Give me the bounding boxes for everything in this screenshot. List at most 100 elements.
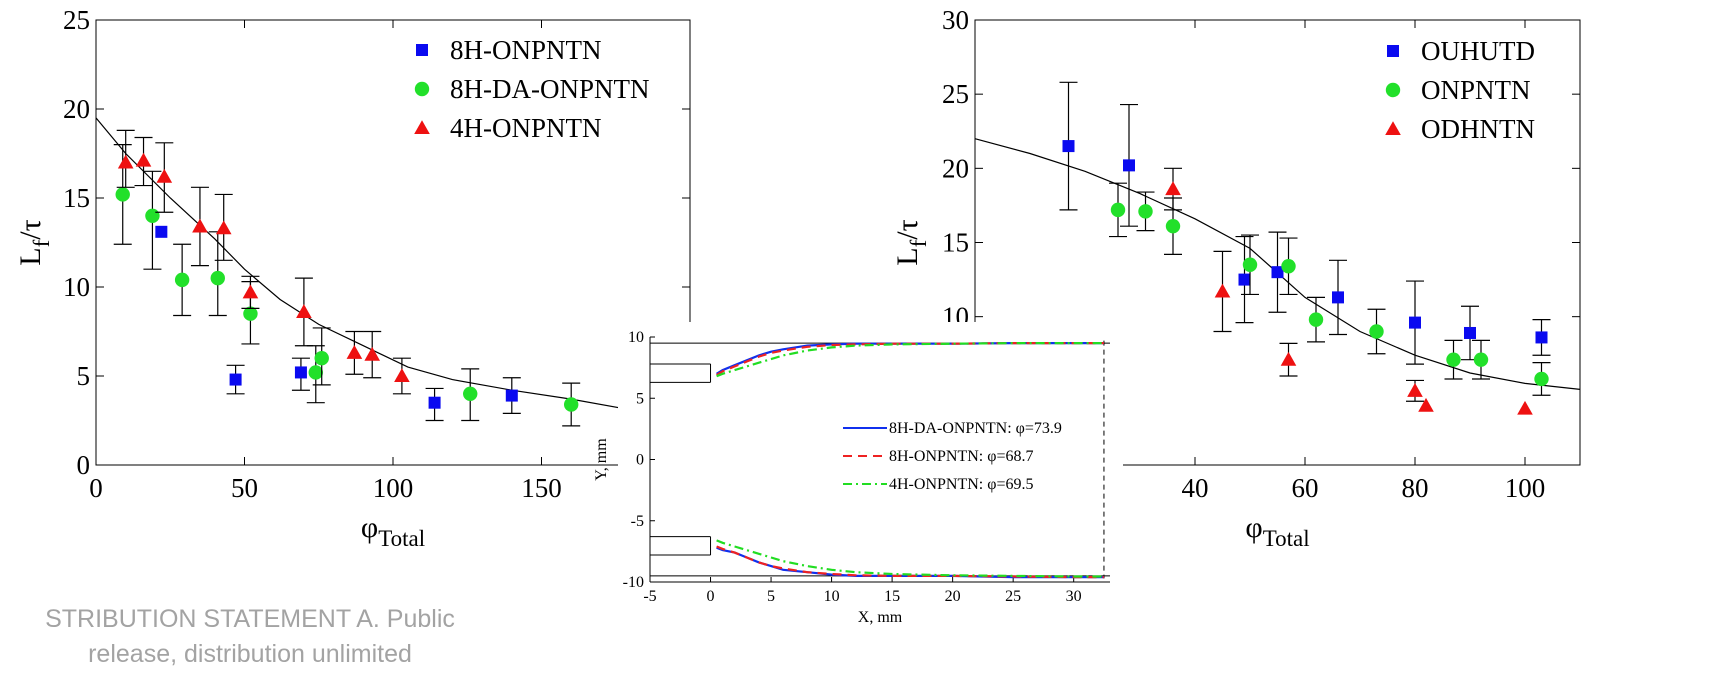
series-4h-onpntn	[116, 129, 411, 395]
marker-square	[1123, 159, 1135, 172]
x-tick-label: 50	[231, 473, 258, 503]
marker-circle	[145, 208, 160, 223]
y-tick-label: 20	[63, 94, 90, 124]
inset-y-tick-label: 5	[636, 390, 644, 407]
y-axis-label-tail: /τ	[14, 219, 47, 239]
marker-circle	[174, 272, 190, 288]
inset-legend-label: 8H-DA-ONPNTN: φ=73.9	[889, 420, 1062, 437]
marker-triangle	[242, 284, 259, 299]
marker-square	[1332, 291, 1344, 304]
x-axis-label: φTotal	[1245, 511, 1309, 551]
x-tick-label: 40	[1182, 473, 1209, 503]
marker-circle	[1385, 82, 1401, 98]
marker-circle	[1138, 204, 1153, 219]
marker-circle	[414, 81, 430, 97]
marker-circle	[1110, 202, 1126, 218]
marker-square	[294, 366, 307, 379]
chart-2: 40 60 80 1001015202530φTotalLf/τOUHUTDONPNT…	[891, 5, 1581, 551]
marker-square	[1271, 266, 1284, 279]
inset-x-tick-label: 20	[945, 588, 961, 605]
marker-triangle	[346, 345, 363, 359]
inset-y-axis-label: Y, mm	[593, 438, 610, 481]
y-tick-label: 25	[942, 79, 969, 109]
y-axis-label-sub: f	[906, 239, 931, 247]
profile-line	[716, 545, 1104, 579]
marker-triangle	[156, 168, 173, 183]
x-tick-label: 60	[1292, 473, 1319, 503]
series-8h-onpntn	[155, 225, 521, 422]
statement-line-2: release, distribution unlimited	[88, 640, 412, 668]
marker-square	[1062, 140, 1075, 153]
y-tick-label: 10	[63, 272, 90, 302]
marker-square	[1535, 331, 1548, 344]
y-tick-label: 25	[63, 5, 90, 35]
marker-square	[1238, 273, 1251, 286]
marker-triangle	[1385, 121, 1401, 136]
marker-circle	[1308, 312, 1324, 327]
y-tick-label: 20	[942, 153, 969, 183]
marker-square	[416, 44, 428, 56]
y-tick-label: 15	[942, 228, 969, 258]
legend-label: 8H-DA-ONPNTN	[450, 74, 649, 104]
y-tick-label: 0	[77, 450, 91, 480]
marker-triangle	[296, 304, 312, 318]
x-tick-label: 100	[1505, 473, 1546, 503]
profile-line	[716, 539, 1104, 578]
x-tick-label: 150	[521, 473, 562, 503]
inset-x-tick-label: 30	[1066, 588, 1082, 605]
marker-square	[1387, 45, 1399, 57]
marker-circle	[1165, 218, 1181, 234]
marker-square	[1409, 316, 1421, 329]
marker-circle	[564, 397, 579, 412]
series-odhntn	[1164, 167, 1533, 415]
legend: 8H-ONPNTN 8H-DA-ONPNTN 4H-ONPNTN	[414, 35, 649, 143]
marker-triangle	[135, 152, 152, 167]
inset-y-tick-label: -10	[623, 574, 644, 591]
marker-triangle	[1214, 283, 1231, 298]
fit-curve	[95, 117, 691, 423]
legend: OUHUTD ONPNTN ODHNTN	[1385, 36, 1535, 144]
y-axis-label: Lf/τ	[14, 219, 54, 265]
x-tick-label: 80	[1402, 473, 1429, 503]
marker-triangle	[394, 368, 410, 383]
inset-series-1	[716, 342, 1104, 579]
marker-triangle	[1418, 397, 1434, 412]
inset-y-tick-label: 0	[636, 452, 644, 469]
marker-triangle	[1280, 351, 1297, 366]
marker-triangle	[1165, 181, 1181, 196]
inset-x-tick-label: -5	[643, 588, 656, 605]
legend-label: OUHUTD	[1421, 36, 1535, 66]
marker-circle	[1534, 371, 1549, 387]
y-axis-label-base: L	[891, 247, 924, 265]
inset-y-tick-label: -5	[631, 513, 644, 530]
inset-legend: 8H-DA-ONPNTN: φ=73.9 8H-ONPNTN: φ=68.7 4H-…	[843, 420, 1062, 493]
x-axis-label-base: φ	[361, 511, 378, 544]
y-axis-label-sub: f	[29, 239, 54, 247]
legend-label: 8H-ONPNTN	[450, 35, 602, 65]
inset-background	[618, 322, 1123, 632]
marker-square	[1464, 326, 1476, 339]
y-axis-label: Lf/τ	[891, 219, 931, 265]
marker-circle	[308, 365, 323, 380]
x-axis-label-base: φ	[1245, 511, 1262, 544]
inset-x-tick-label: 25	[1005, 588, 1021, 605]
marker-triangle	[1517, 400, 1533, 415]
legend-label: ONPNTN	[1421, 75, 1531, 105]
marker-circle	[314, 351, 329, 366]
marker-circle	[463, 386, 478, 401]
distribution-statement: STRIBUTION STATEMENT A. Public release, …	[0, 602, 530, 672]
marker-square	[428, 396, 441, 409]
marker-circle	[210, 270, 225, 286]
inset-y-tick-label: 10	[628, 329, 644, 346]
series-ouhutd	[1059, 81, 1551, 365]
x-axis-label: φTotal	[361, 511, 425, 551]
marker-triangle	[117, 154, 134, 169]
marker-square	[505, 389, 518, 402]
marker-circle	[1369, 324, 1384, 339]
profile-line	[716, 342, 1104, 378]
inset-series-2	[716, 342, 1104, 578]
y-axis-label-base: L	[14, 247, 47, 265]
inset-x-tick-label: 15	[884, 588, 900, 605]
marker-circle	[243, 306, 258, 321]
